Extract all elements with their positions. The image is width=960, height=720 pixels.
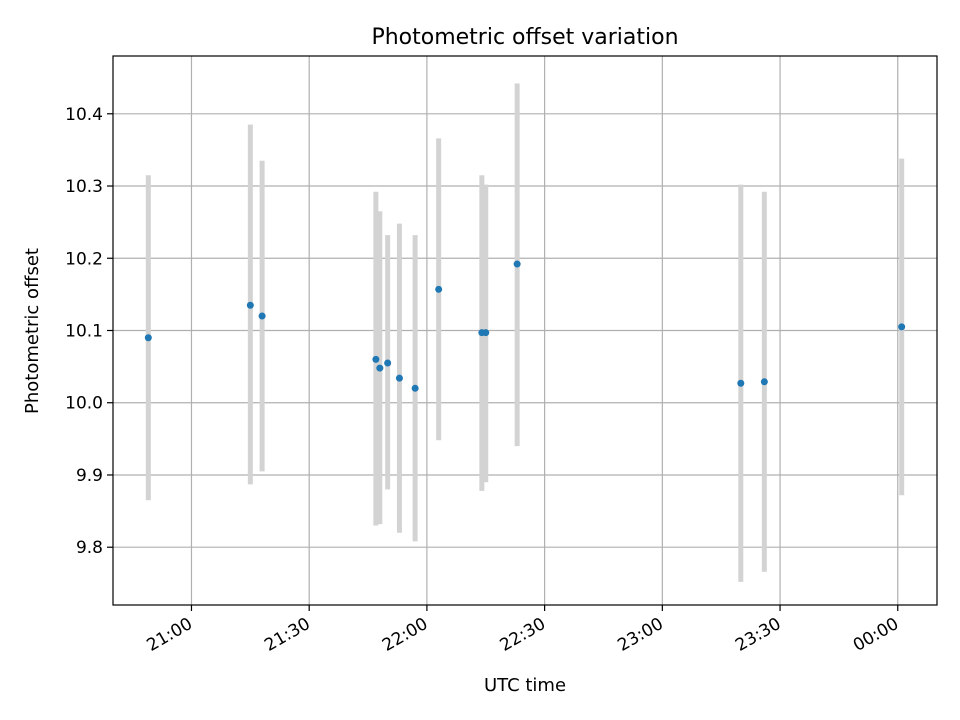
y-tick-label: 9.8 bbox=[76, 538, 103, 558]
data-point bbox=[246, 301, 254, 309]
y-tick-label: 10.3 bbox=[65, 177, 103, 197]
data-point bbox=[435, 285, 443, 293]
data-point bbox=[411, 384, 419, 392]
data-point bbox=[760, 378, 768, 386]
y-tick-label: 10.2 bbox=[65, 249, 103, 269]
y-tick-label: 9.9 bbox=[76, 466, 103, 486]
y-tick-label: 10.0 bbox=[65, 394, 103, 414]
data-point bbox=[144, 334, 152, 342]
y-axis-ticks: 9.8 9.9 10.0 10.1 10.2 10.3 10.4 bbox=[65, 105, 113, 558]
x-axis-label: UTC time bbox=[484, 675, 566, 696]
data-point bbox=[482, 329, 490, 337]
y-axis-label: Photometric offset bbox=[22, 248, 43, 414]
y-tick-label: 10.4 bbox=[65, 105, 103, 125]
data-point bbox=[737, 379, 745, 387]
chart-title: Photometric offset variation bbox=[371, 25, 678, 50]
y-tick-label: 10.1 bbox=[65, 322, 103, 342]
data-point bbox=[384, 359, 392, 367]
data-point bbox=[258, 312, 266, 320]
data-point bbox=[898, 323, 906, 331]
data-point bbox=[395, 374, 403, 382]
data-point bbox=[372, 355, 380, 363]
data-point bbox=[376, 364, 384, 372]
data-points bbox=[144, 260, 906, 392]
data-point bbox=[513, 260, 521, 268]
